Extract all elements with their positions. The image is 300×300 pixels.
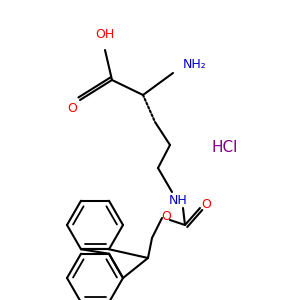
Text: HCl: HCl xyxy=(212,140,238,155)
Text: O: O xyxy=(201,197,211,211)
Text: O: O xyxy=(67,101,77,115)
Text: O: O xyxy=(161,209,171,223)
Text: NH₂: NH₂ xyxy=(183,58,207,71)
Text: OH: OH xyxy=(95,28,115,41)
Text: NH: NH xyxy=(169,194,188,206)
